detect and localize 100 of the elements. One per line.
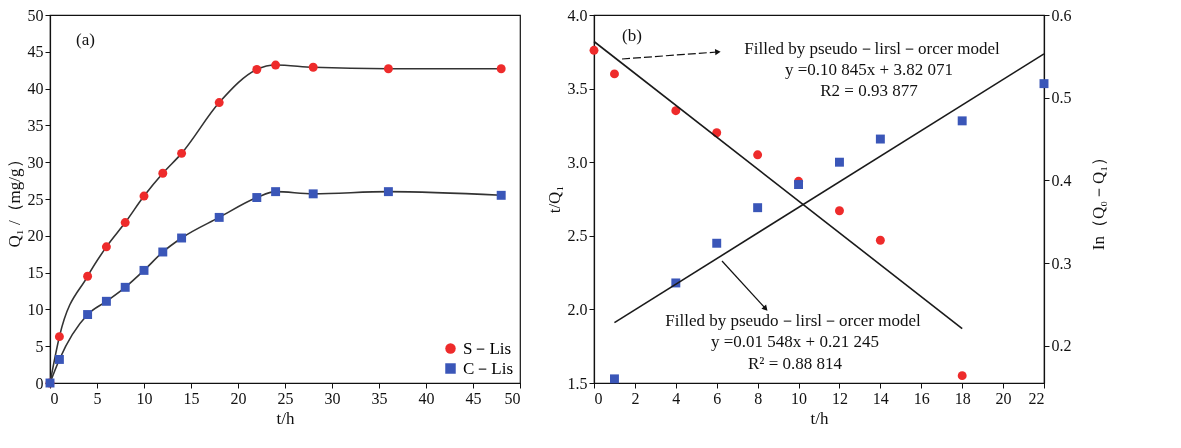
legend-label: S－Lis <box>463 338 512 358</box>
y-tick-label: 35 <box>27 116 44 134</box>
annotation: Filled by pseudo－lirsl－orcer model <box>744 39 1000 58</box>
point <box>753 150 763 160</box>
point <box>252 65 262 74</box>
point <box>671 106 681 116</box>
point <box>214 212 224 222</box>
point <box>609 374 619 384</box>
y2-tick-label: 0.5 <box>1051 89 1072 107</box>
point <box>957 116 967 126</box>
x-tick-label: 25 <box>277 389 294 407</box>
x-tick-label: 35 <box>371 389 388 407</box>
x-tick-label: 16 <box>913 389 930 407</box>
y-tick-label: 25 <box>27 190 44 208</box>
x-tick-label: 0 <box>594 389 603 407</box>
y-tick-label: 2.0 <box>567 300 588 318</box>
x-tick-label: 12 <box>831 389 848 407</box>
point <box>83 310 93 320</box>
annotation: y =0.10 845x + 3.82 071 <box>785 60 953 79</box>
point <box>383 187 393 197</box>
y-tick-label: 3.5 <box>567 80 588 98</box>
x-tick-label: 40 <box>418 389 435 407</box>
x-tick-label: 10 <box>136 389 153 407</box>
point <box>139 265 149 275</box>
point <box>177 233 187 243</box>
y-tick-label: 0 <box>35 374 44 392</box>
annotation: y =0.01 548x + 0.21 245 <box>711 332 879 351</box>
x-tick-label: 22 <box>1028 389 1045 407</box>
x-tick-label: 8 <box>754 389 763 407</box>
point <box>609 69 619 79</box>
point <box>383 64 393 74</box>
point <box>875 134 885 144</box>
y-tick-label: 1.5 <box>567 374 588 392</box>
point <box>271 187 281 197</box>
y2-tick-label: 0.6 <box>1051 6 1072 24</box>
y-tick-label: 50 <box>27 6 44 24</box>
point <box>101 242 111 252</box>
point <box>834 157 844 167</box>
y-axis-title: Q₁ /（mg/g） <box>4 151 24 248</box>
x-tick-label: 18 <box>954 389 971 407</box>
x-tick-label: 2 <box>631 389 640 407</box>
y-tick-label: 4.0 <box>567 6 588 24</box>
point <box>120 218 130 228</box>
y-tick-label: 40 <box>27 80 44 98</box>
x-tick-label: 50 <box>504 389 521 407</box>
point <box>214 98 224 108</box>
x-tick-label: 4 <box>672 389 681 407</box>
y2-tick-label: 0.4 <box>1051 171 1072 189</box>
x-tick-label: 0 <box>50 389 59 407</box>
point <box>139 191 149 201</box>
y2-tick-label: 0.3 <box>1051 254 1072 272</box>
point <box>158 247 168 257</box>
x-tick-label: 14 <box>872 389 889 407</box>
x-tick-label: 20 <box>230 389 247 407</box>
y-tick-label: 45 <box>27 43 44 61</box>
text: (a) <box>76 30 95 49</box>
point <box>1039 79 1049 89</box>
point <box>496 190 506 200</box>
point <box>54 332 64 342</box>
point <box>120 282 130 292</box>
y-tick-label: 2.5 <box>567 227 588 245</box>
x-tick-label: 5 <box>93 389 102 407</box>
point <box>271 60 281 70</box>
y-tick-label: 5 <box>35 337 44 355</box>
annotation: R2 = 0.93 877 <box>820 81 919 100</box>
y2-axis-title: In（Q₀－Q₁） <box>1088 148 1108 251</box>
x-tick-label: 20 <box>995 389 1012 407</box>
point <box>308 62 318 72</box>
point <box>101 296 111 306</box>
point <box>875 235 885 245</box>
x-tick-label: 15 <box>183 389 200 407</box>
point <box>252 193 262 202</box>
annotation: R² = 0.88 814 <box>747 354 843 373</box>
annotation: Filled by pseudo－lirsl－orcer model <box>665 311 921 330</box>
x-axis-title: t/h <box>276 408 295 428</box>
y-tick-label: 20 <box>27 227 44 245</box>
y-tick-label: 30 <box>27 153 44 171</box>
x-tick-label: 45 <box>465 389 482 407</box>
y-tick-label: 10 <box>27 300 44 318</box>
y-tick-label: 15 <box>27 264 44 282</box>
legend-label: C－Lis <box>463 358 514 378</box>
point <box>308 189 318 199</box>
point <box>177 148 187 158</box>
point <box>496 64 506 74</box>
point <box>158 168 168 178</box>
x-tick-label: 30 <box>324 389 341 407</box>
point <box>794 180 804 189</box>
y-tick-label: 3.0 <box>567 153 588 171</box>
text: (b) <box>622 26 642 45</box>
y2-tick-label: 0.2 <box>1051 337 1072 355</box>
point <box>54 354 64 364</box>
point <box>957 371 967 381</box>
x-axis-title: t/h <box>810 408 829 428</box>
point <box>589 45 599 55</box>
point <box>753 203 763 213</box>
x-tick-label: 6 <box>713 389 722 407</box>
y-axis-title: t/Q₁ <box>544 185 564 214</box>
point <box>83 271 93 281</box>
point <box>834 206 844 216</box>
x-tick-label: 10 <box>791 389 808 407</box>
